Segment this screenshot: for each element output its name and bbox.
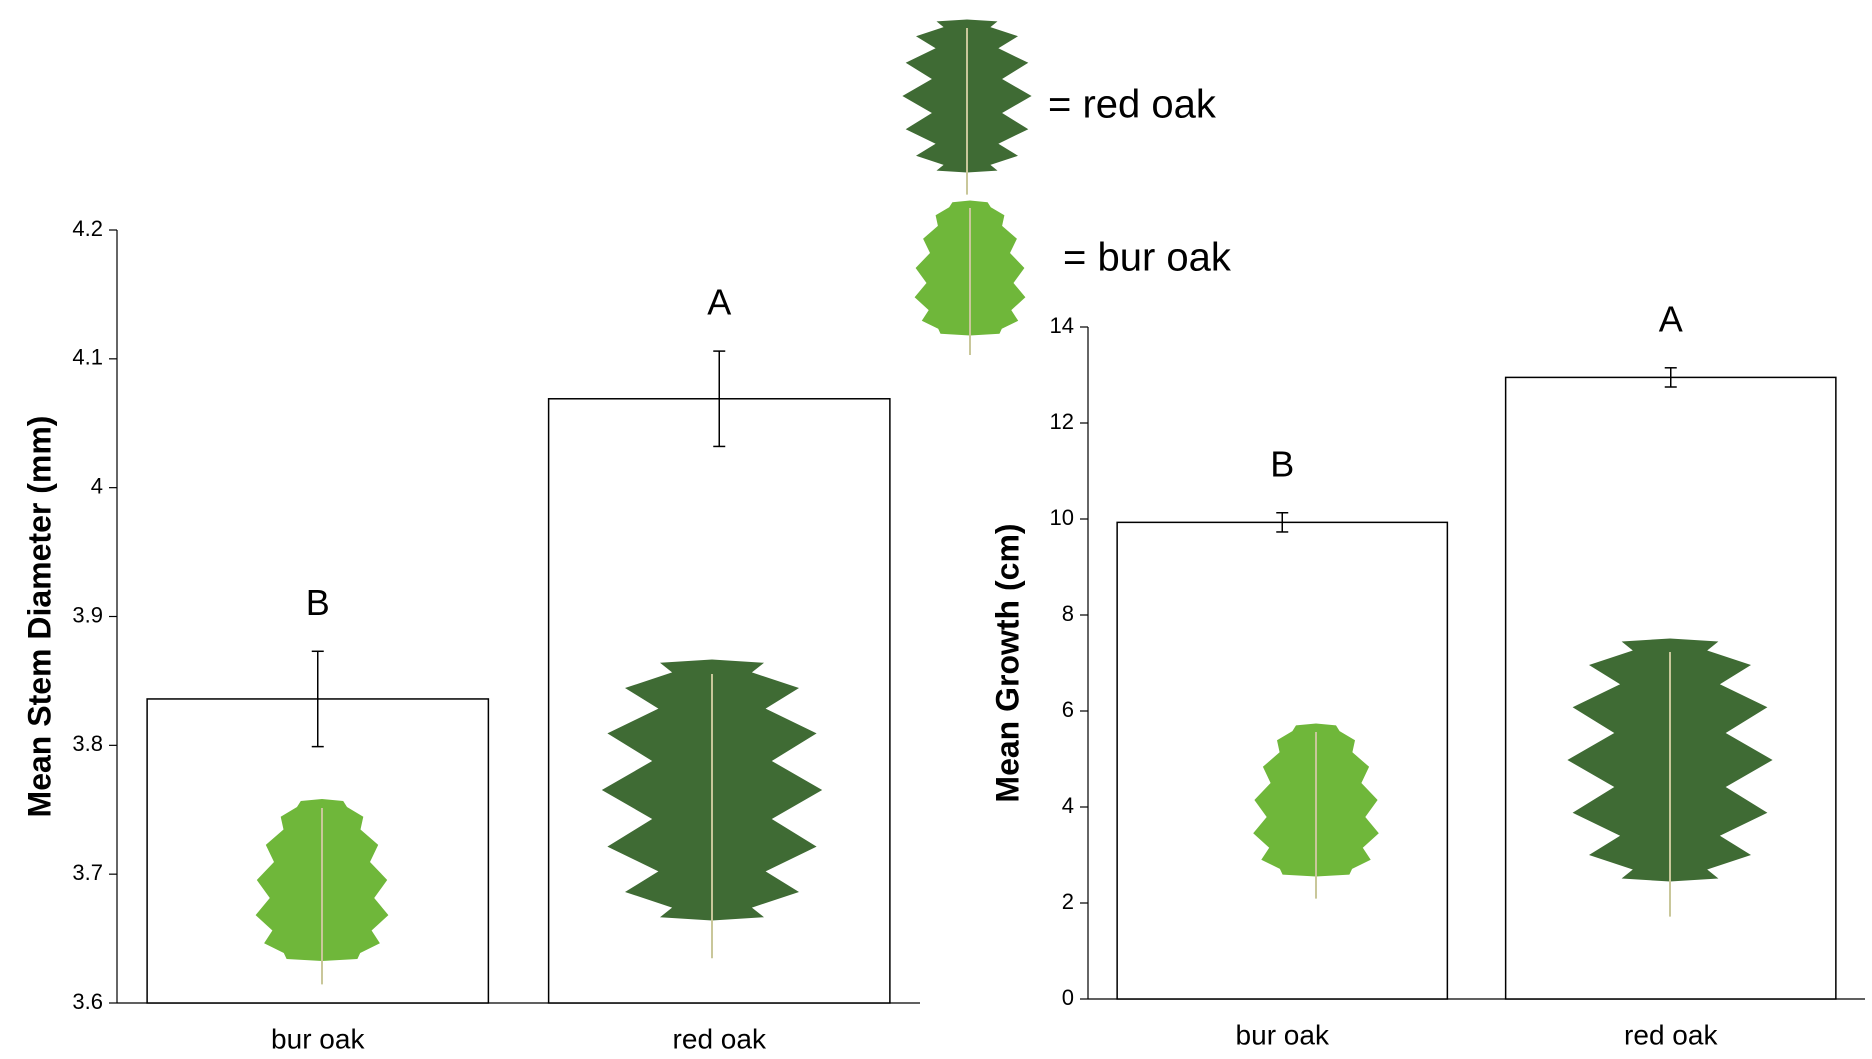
x-tick-label: red oak — [673, 1023, 767, 1054]
x-tick-label: bur oak — [271, 1023, 365, 1054]
legend-label: = bur oak — [1063, 236, 1232, 280]
x-tick-label: bur oak — [1236, 1019, 1330, 1050]
y-tick-label: 0 — [1062, 985, 1074, 1010]
annotation: B — [306, 582, 330, 623]
y-tick-label: 4.2 — [72, 216, 103, 241]
y-tick-label: 3.7 — [72, 860, 103, 885]
y-axis-title: Mean Stem Diameter (mm) — [21, 416, 57, 818]
annotation: A — [1659, 298, 1683, 339]
y-tick-label: 10 — [1050, 505, 1074, 530]
y-tick-label: 2 — [1062, 889, 1074, 914]
y-tick-label: 6 — [1062, 697, 1074, 722]
y-tick-label: 12 — [1050, 409, 1074, 434]
y-tick-label: 3.6 — [72, 989, 103, 1014]
annotation: B — [1270, 443, 1294, 484]
y-tick-label: 3.9 — [72, 602, 103, 627]
y-tick-label: 3.8 — [72, 731, 103, 756]
y-tick-label: 4.1 — [72, 345, 103, 370]
y-tick-label: 4 — [1062, 793, 1074, 818]
legend-label: = red oak — [1048, 83, 1217, 127]
y-tick-label: 4 — [91, 473, 103, 498]
x-tick-label: red oak — [1624, 1019, 1718, 1050]
y-tick-label: 8 — [1062, 601, 1074, 626]
figure: = red oak = bur oak 3.6 3.7 3.8 3.9 4 4.1 4.2 M… — [0, 0, 1872, 1059]
annotation: A — [707, 282, 731, 323]
y-axis-title: Mean Growth (cm) — [989, 523, 1025, 802]
y-tick-label: 14 — [1050, 313, 1074, 338]
